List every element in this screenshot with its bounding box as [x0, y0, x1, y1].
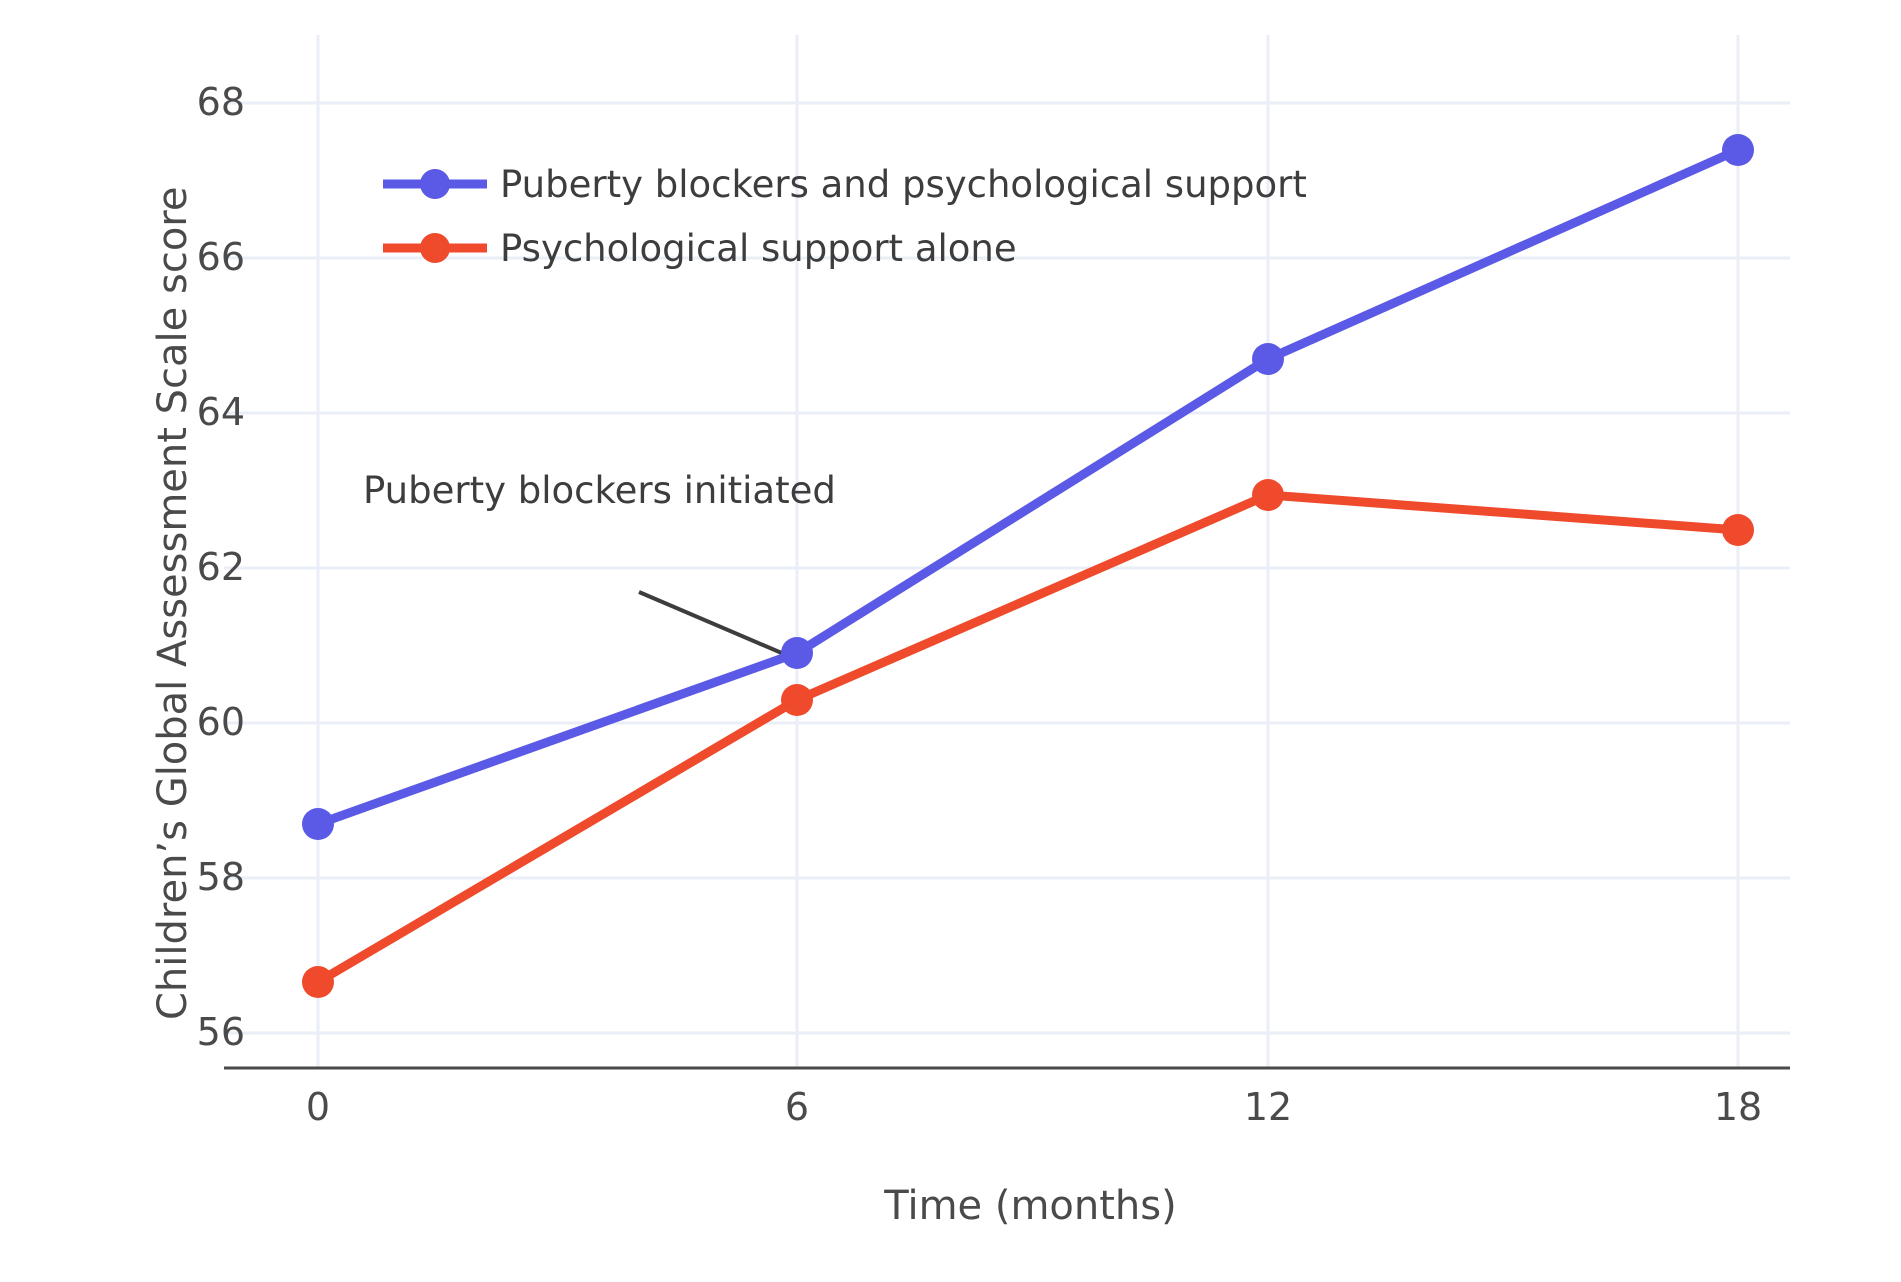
legend-label-psychological-support-alone[interactable]: Psychological support alone	[500, 227, 1017, 270]
y-tick-label-66: 66	[196, 235, 245, 279]
data-point-blue-18[interactable]	[1722, 134, 1754, 166]
legend-swatch-marker-blue	[420, 169, 450, 199]
gridlines-vertical	[316, 35, 1740, 1068]
legend-swatches	[383, 169, 487, 263]
data-point-red-18[interactable]	[1722, 514, 1754, 546]
series-line-psychological-support-alone[interactable]	[302, 479, 1754, 998]
x-tick-label-18: 18	[1713, 1085, 1763, 1129]
annotation-label-puberty-blockers-initiated: Puberty blockers initiated	[363, 469, 836, 512]
x-axis-title: Time (months)	[884, 1183, 1177, 1229]
y-tick-label-58: 58	[196, 855, 245, 899]
blue-line-path	[313, 145, 1743, 829]
red-line-path	[313, 490, 1743, 987]
y-tick-label-64: 64	[196, 390, 245, 434]
data-point-blue-6[interactable]	[781, 637, 813, 669]
legend-swatch-marker-red	[420, 233, 450, 263]
data-point-red-6[interactable]	[781, 684, 813, 716]
y-tick-label-62: 62	[196, 545, 245, 589]
data-point-blue-12[interactable]	[1252, 343, 1284, 375]
series-line-puberty-blockers-and-psychological-support[interactable]	[302, 134, 1754, 840]
y-tick-label-60: 60	[196, 700, 245, 744]
annotation-leader-line	[638, 590, 785, 656]
x-tick-label-12: 12	[1243, 1085, 1293, 1129]
legend-label-puberty-blockers-and-psychological-support[interactable]: Puberty blockers and psychological suppo…	[500, 163, 1307, 206]
y-tick-label-56: 56	[196, 1010, 245, 1054]
y-tick-label-68: 68	[196, 80, 245, 124]
data-point-red-12[interactable]	[1252, 479, 1284, 511]
x-tick-label-6: 6	[784, 1085, 810, 1129]
gridlines-horizontal	[224, 101, 1790, 1035]
data-point-blue-0[interactable]	[302, 808, 334, 840]
x-tick-label-0: 0	[305, 1085, 331, 1129]
data-point-red-0[interactable]	[302, 966, 334, 998]
